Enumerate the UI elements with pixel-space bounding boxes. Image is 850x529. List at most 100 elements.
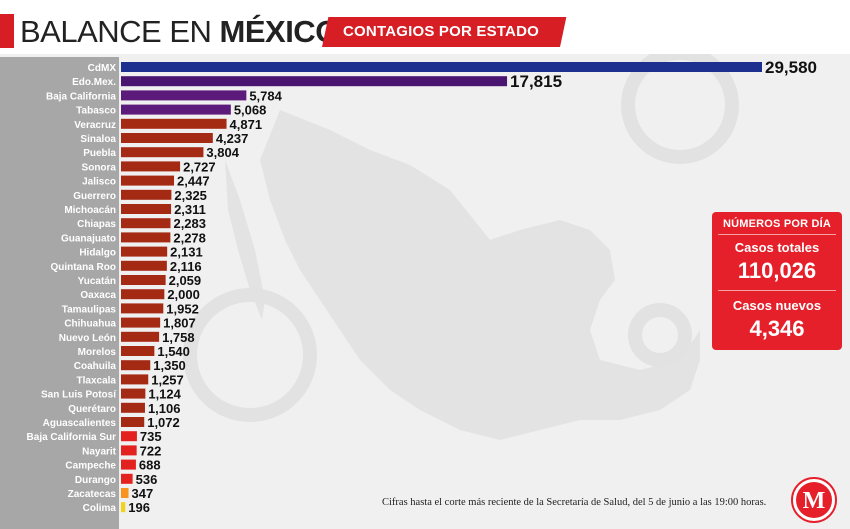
divider (718, 290, 836, 291)
page-title: BALANCE EN MÉXICO (20, 13, 339, 51)
category-label: Sinaloa (80, 134, 116, 145)
header: BALANCE EN MÉXICO CONTAGIOS POR ESTADO (0, 0, 850, 54)
bar (121, 431, 137, 442)
bar (121, 62, 762, 72)
category-label: Campeche (65, 461, 116, 472)
bar (121, 175, 175, 186)
value-label: 17,815 (510, 72, 562, 91)
bar (121, 402, 145, 413)
bar (121, 133, 213, 143)
category-label: Nayarit (82, 446, 117, 457)
category-label: Sonora (82, 162, 117, 173)
category-label-panel (0, 57, 119, 529)
bar (121, 204, 172, 214)
bar (121, 473, 133, 484)
bar (121, 275, 166, 285)
bar (121, 331, 160, 342)
value-label: 4,871 (230, 117, 263, 132)
value-label: 1,540 (157, 344, 190, 359)
value-label: 2,727 (183, 159, 216, 174)
value-label: 5,784 (249, 88, 282, 103)
value-label: 347 (132, 486, 154, 501)
category-label: Baja California (46, 91, 116, 102)
bar (121, 360, 151, 371)
bar (121, 260, 167, 271)
bar (121, 161, 181, 172)
bar (121, 90, 247, 101)
category-label: Aguascalientes (43, 418, 117, 429)
bar (121, 317, 161, 328)
value-label: 735 (140, 429, 162, 444)
value-label: 1,952 (166, 301, 199, 316)
divider (718, 234, 836, 235)
value-label: 2,116 (170, 259, 202, 274)
value-label: 2,311 (174, 202, 206, 217)
value-label: 29,580 (765, 58, 817, 77)
page-title-thin: BALANCE EN (20, 14, 220, 49)
bar (121, 218, 171, 229)
value-label: 2,278 (173, 230, 206, 245)
page-subtitle: CONTAGIOS POR ESTADO (343, 23, 539, 40)
category-label: Tlaxcala (77, 375, 117, 386)
value-label: 2,283 (173, 216, 206, 231)
category-label: Puebla (83, 148, 116, 159)
page-title-bold: MÉXICO (219, 14, 340, 49)
bar (121, 417, 145, 427)
bar (121, 346, 155, 356)
value-label: 1,257 (151, 372, 184, 387)
category-label: Guanajuato (61, 233, 116, 244)
category-label: Guerrero (73, 191, 116, 202)
header-accent-bar (0, 14, 14, 48)
value-label: 196 (128, 500, 150, 515)
milenio-logo-icon: M (791, 477, 837, 523)
bar (121, 502, 126, 513)
category-label: Durango (75, 475, 116, 486)
category-label: CdMX (88, 63, 117, 74)
category-label: Nuevo León (59, 333, 116, 344)
value-label: 2,000 (167, 287, 200, 302)
category-label: Yucatán (78, 276, 116, 287)
category-label: Tamaulipas (62, 304, 117, 315)
daily-numbers-box: NÚMEROS POR DÍA Casos totales 110,026 Ca… (712, 212, 842, 350)
value-label: 1,072 (147, 415, 180, 430)
category-label: Querétaro (68, 404, 116, 415)
bar (121, 459, 136, 470)
total-cases-label: Casos totales (734, 240, 820, 255)
bar (121, 388, 146, 399)
bar (121, 303, 164, 314)
bar (121, 246, 168, 257)
category-label: San Luis Potosí (41, 390, 117, 401)
category-label: Baja California Sur (27, 432, 117, 443)
value-label: 2,059 (169, 273, 202, 288)
bar (121, 76, 508, 87)
value-label: 2,447 (177, 174, 210, 189)
category-label: Chihuahua (64, 319, 116, 330)
category-label: Tabasco (76, 106, 116, 117)
bar (121, 445, 137, 456)
category-label: Chiapas (77, 219, 116, 230)
category-label: Coahuila (74, 361, 117, 372)
bar (121, 104, 231, 115)
source-footnote: Cifras hasta el corte más reciente de la… (382, 497, 767, 508)
value-label: 536 (136, 472, 158, 487)
bar (121, 232, 171, 243)
value-label: 1,124 (148, 387, 181, 402)
category-label: Michoacán (64, 205, 116, 216)
bar (121, 374, 149, 385)
category-label: Colima (83, 503, 117, 514)
daily-numbers-heading: NÚMEROS POR DÍA (722, 218, 832, 230)
category-label: Edo.Mex. (72, 77, 116, 88)
value-label: 722 (140, 443, 162, 458)
value-label: 4,237 (216, 131, 249, 146)
value-label: 2,131 (170, 245, 203, 260)
category-label: Oaxaca (80, 290, 116, 301)
value-label: 1,807 (163, 316, 196, 331)
svg-text:M: M (803, 488, 826, 514)
bar (121, 488, 129, 498)
new-cases-label: Casos nuevos (732, 298, 822, 313)
value-label: 1,350 (153, 358, 186, 373)
category-label: Zacatecas (68, 489, 117, 500)
category-label: Morelos (78, 347, 117, 358)
category-label: Veracruz (74, 120, 116, 131)
